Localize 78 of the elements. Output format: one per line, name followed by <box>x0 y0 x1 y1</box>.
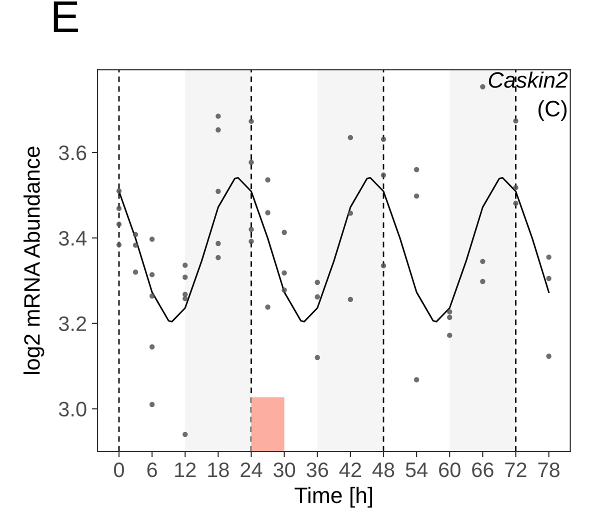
point <box>513 118 518 124</box>
point <box>216 188 221 194</box>
point <box>513 184 518 190</box>
x-tick-label: 12 <box>175 462 196 478</box>
point <box>380 172 386 178</box>
point <box>182 432 188 438</box>
x-tick-label: 72 <box>505 462 526 478</box>
point <box>149 236 155 242</box>
point <box>380 136 386 142</box>
point <box>282 270 287 276</box>
point <box>265 210 270 216</box>
point <box>282 230 287 235</box>
point <box>314 294 320 300</box>
point <box>282 287 287 293</box>
x-tick-label: 66 <box>472 462 494 478</box>
chart-title: E <box>54 1 78 32</box>
annotation: (C) <box>538 100 567 121</box>
point <box>116 206 122 212</box>
point <box>116 188 122 194</box>
point <box>348 134 354 140</box>
point <box>414 167 420 172</box>
point <box>132 242 138 248</box>
x-tick-label: 54 <box>406 462 428 478</box>
point <box>447 332 452 338</box>
point <box>182 296 188 302</box>
point <box>248 160 254 165</box>
point <box>348 210 354 216</box>
point <box>447 314 452 320</box>
y-tick-label: 3.6 <box>58 146 86 160</box>
point <box>149 402 155 408</box>
point <box>380 263 386 268</box>
x-tick-label: 18 <box>208 462 229 478</box>
point <box>513 200 518 206</box>
point <box>414 377 420 382</box>
point <box>314 280 320 285</box>
point <box>216 240 221 246</box>
point <box>132 270 138 275</box>
point <box>248 238 254 244</box>
point <box>414 193 420 199</box>
x-tick-label: 48 <box>372 462 394 478</box>
point <box>447 309 452 314</box>
point <box>216 114 221 119</box>
x-tick-label: 24 <box>240 462 262 478</box>
x-tick-label: 30 <box>274 462 296 478</box>
x-tick-label: 60 <box>439 462 460 478</box>
point <box>314 354 320 360</box>
point <box>480 258 486 264</box>
point <box>132 232 138 238</box>
y-tick-label: 3.2 <box>58 316 86 332</box>
x-axis-title: Time [h] <box>294 486 372 508</box>
x-tick-label: 0 <box>114 462 124 478</box>
x-tick-label: 78 <box>538 462 560 478</box>
y-tick-label: 3.0 <box>58 402 86 417</box>
point <box>149 344 155 350</box>
point <box>149 293 155 299</box>
point <box>248 226 254 232</box>
x-tick-label: 6 <box>147 462 157 478</box>
point <box>216 254 221 260</box>
point <box>480 278 486 284</box>
point <box>546 354 552 359</box>
point <box>116 222 122 227</box>
point <box>116 242 122 248</box>
x-tick-label: 36 <box>306 462 328 478</box>
y-axis-title: log2 mRNA Abundance <box>24 146 44 374</box>
point <box>546 254 552 260</box>
point <box>248 118 254 124</box>
point <box>546 276 552 282</box>
point <box>265 304 270 310</box>
point <box>182 262 188 268</box>
point <box>480 84 486 90</box>
point <box>348 296 354 302</box>
point <box>216 127 221 132</box>
point <box>149 272 155 278</box>
y-tick-label: 3.4 <box>58 230 86 246</box>
annotation: Caskin2 <box>488 72 568 88</box>
point <box>182 274 188 280</box>
x-tick-label: 42 <box>339 462 361 478</box>
point <box>265 177 270 182</box>
